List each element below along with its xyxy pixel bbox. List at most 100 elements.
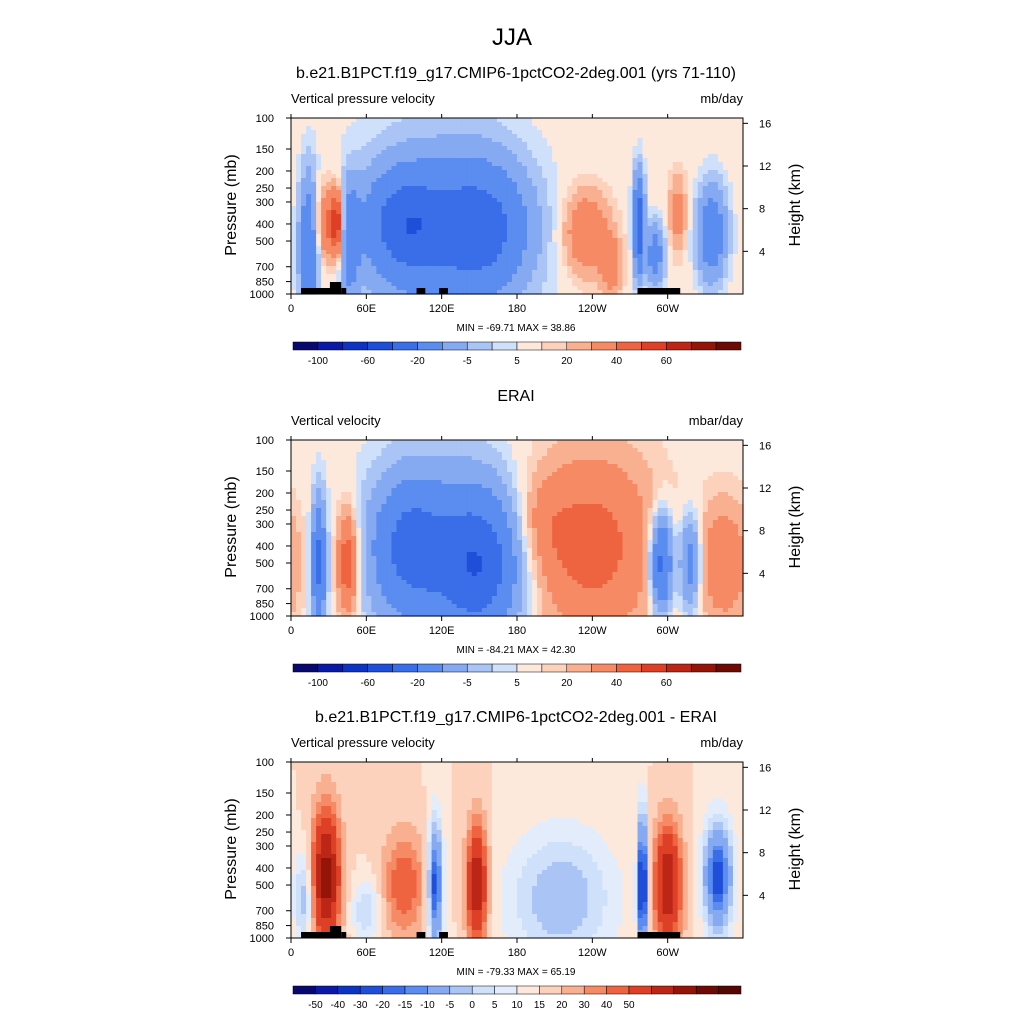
field-cell bbox=[306, 544, 312, 549]
field-cell bbox=[376, 174, 382, 179]
field-cell bbox=[587, 118, 593, 123]
field-cell bbox=[737, 214, 744, 219]
field-cell bbox=[572, 262, 578, 267]
field-cell bbox=[336, 456, 342, 461]
field-cell bbox=[311, 484, 317, 489]
field-cell bbox=[486, 154, 493, 159]
field-cell bbox=[617, 130, 624, 135]
field-cell bbox=[632, 134, 639, 139]
field-cell bbox=[371, 242, 377, 247]
field-cell bbox=[652, 262, 659, 267]
field-cell bbox=[436, 198, 443, 203]
field-cell bbox=[682, 158, 689, 163]
field-cell bbox=[311, 516, 317, 521]
field-cell bbox=[301, 222, 307, 227]
field-cell bbox=[702, 254, 709, 259]
field-cell bbox=[291, 118, 297, 123]
field-cell bbox=[476, 194, 483, 199]
field-cell bbox=[346, 600, 352, 605]
field-cell bbox=[466, 178, 473, 183]
field-cell bbox=[401, 270, 408, 275]
field-cell bbox=[311, 182, 317, 187]
field-cell bbox=[652, 134, 659, 139]
field-cell bbox=[612, 130, 619, 135]
field-cell bbox=[341, 452, 347, 457]
field-cell bbox=[361, 604, 367, 609]
field-cell bbox=[346, 286, 352, 291]
field-cell bbox=[727, 242, 734, 247]
field-cell bbox=[456, 146, 463, 151]
field-cell bbox=[697, 142, 704, 147]
field-cell bbox=[577, 258, 583, 263]
field-cell bbox=[682, 170, 689, 175]
field-cell bbox=[381, 576, 388, 581]
field-cell bbox=[291, 572, 297, 577]
field-cell bbox=[712, 130, 719, 135]
field-cell bbox=[662, 170, 669, 175]
field-cell bbox=[461, 234, 468, 239]
field-cell bbox=[712, 274, 719, 279]
field-cell bbox=[451, 198, 458, 203]
field-cell bbox=[306, 222, 312, 227]
field-cell bbox=[697, 162, 704, 167]
field-cell bbox=[562, 174, 568, 179]
field-cell bbox=[356, 290, 362, 295]
field-cell bbox=[386, 266, 393, 271]
colorbar: -100 -60 -20 -5 5 20 40 60 bbox=[292, 341, 742, 367]
field-cell bbox=[346, 234, 352, 239]
field-cell bbox=[532, 146, 538, 151]
field-cell bbox=[376, 142, 382, 147]
field-cell bbox=[331, 500, 337, 505]
field-cell bbox=[331, 126, 337, 131]
field-cell bbox=[692, 162, 699, 167]
field-cell bbox=[627, 222, 634, 227]
field-cell bbox=[351, 472, 357, 477]
field-cell bbox=[662, 270, 669, 275]
field-cell bbox=[542, 234, 548, 239]
field-cell bbox=[537, 202, 543, 207]
field-cell bbox=[431, 254, 438, 259]
field-cell bbox=[431, 142, 438, 147]
field-cell bbox=[461, 254, 468, 259]
field-cell bbox=[486, 178, 493, 183]
field-cell bbox=[496, 242, 503, 247]
field-cell bbox=[547, 262, 553, 267]
field-cell bbox=[331, 206, 337, 211]
field-cell bbox=[682, 278, 689, 283]
field-cell bbox=[296, 548, 302, 553]
field-cell bbox=[667, 178, 674, 183]
field-cell bbox=[562, 182, 568, 187]
field-cell bbox=[321, 178, 327, 183]
field-cell bbox=[316, 166, 322, 171]
field-cell bbox=[491, 250, 498, 255]
field-cell bbox=[717, 118, 724, 123]
field-cell bbox=[491, 126, 498, 131]
field-cell bbox=[391, 488, 398, 493]
field-cell bbox=[386, 242, 393, 247]
field-cell bbox=[717, 138, 724, 143]
field-cell bbox=[697, 126, 704, 131]
field-cell bbox=[612, 146, 619, 151]
field-cell bbox=[466, 122, 473, 127]
field-cell bbox=[321, 528, 327, 533]
field-cell bbox=[657, 138, 664, 143]
field-cell bbox=[707, 194, 714, 199]
field-cell bbox=[396, 226, 403, 231]
field-cell bbox=[506, 262, 513, 267]
field-cell bbox=[301, 194, 307, 199]
field-cell bbox=[466, 242, 473, 247]
field-cell bbox=[647, 282, 654, 287]
field-cell bbox=[321, 560, 327, 565]
field-cell bbox=[662, 178, 669, 183]
field-cell bbox=[567, 282, 573, 287]
field-cell bbox=[612, 138, 619, 143]
field-cell bbox=[732, 258, 739, 263]
field-cell bbox=[321, 242, 327, 247]
field-cell bbox=[366, 150, 372, 155]
field-cell bbox=[336, 500, 342, 505]
field-cell bbox=[391, 544, 398, 549]
field-cell bbox=[501, 218, 508, 223]
field-cell bbox=[612, 278, 619, 283]
field-cell bbox=[351, 222, 357, 227]
field-cell bbox=[532, 190, 538, 195]
